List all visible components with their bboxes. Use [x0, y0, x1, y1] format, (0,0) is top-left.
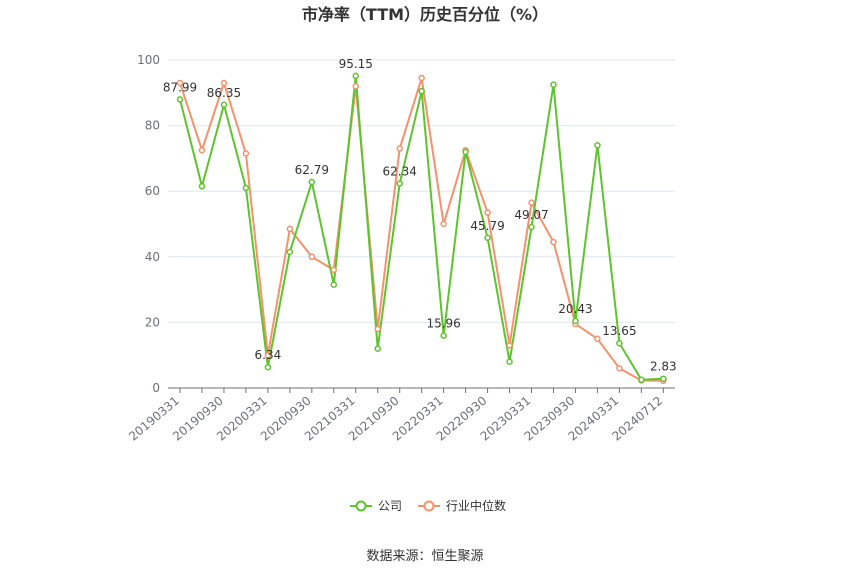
legend-marker-icon	[355, 500, 367, 512]
data-point	[572, 317, 579, 325]
data-point	[418, 74, 425, 82]
data-point	[638, 376, 645, 384]
data-point	[418, 87, 425, 95]
data-label: 15.96	[426, 317, 460, 331]
data-point	[616, 339, 623, 347]
data-point	[660, 375, 667, 382]
data-point	[594, 335, 601, 343]
series-line	[179, 77, 664, 382]
data-label: 62.34	[383, 165, 417, 179]
y-tick-label: 100	[137, 53, 160, 67]
data-point	[330, 281, 338, 288]
data-point	[198, 183, 206, 190]
data-labels: 87.99 86.35 6.34 62.79 95.15 62.34 15.96 45.79 4…	[163, 57, 677, 374]
data-label: 6.34	[255, 348, 282, 362]
data-point	[176, 79, 184, 87]
data-point	[506, 342, 513, 349]
series-lines	[179, 75, 664, 382]
data-point	[506, 358, 513, 366]
legend-label: 行业中位数	[446, 498, 506, 513]
data-point	[440, 332, 447, 339]
data-point	[352, 82, 360, 90]
data-point	[264, 363, 272, 371]
data-point	[330, 266, 338, 274]
legend-marker-icon	[423, 500, 435, 512]
data-label: 20.43	[558, 302, 592, 316]
data-point	[550, 81, 557, 88]
source-note: 数据来源：恒生聚源	[366, 549, 483, 564]
data-label: 49.07	[514, 208, 548, 222]
data-point	[242, 184, 250, 192]
data-point	[462, 148, 469, 156]
data-point	[220, 101, 228, 109]
data-point	[396, 180, 403, 187]
y-tick-label: 60	[145, 184, 160, 198]
legend-label: 公司	[378, 499, 402, 513]
data-point	[308, 178, 316, 186]
data-label: 86.35	[207, 86, 241, 100]
legend-item[interactable]: 行业中位数	[418, 498, 506, 513]
chart-title: 市净率（TTM）历史百分位（%）	[302, 5, 548, 24]
x-axis: 2019033120190930202003312020093020210331…	[126, 387, 675, 444]
y-tick-label: 0	[152, 381, 160, 395]
data-label: 13.65	[602, 324, 636, 338]
data-point	[594, 142, 601, 149]
legend-item[interactable]: 公司	[350, 499, 402, 513]
data-point	[308, 253, 316, 261]
data-point	[484, 234, 491, 242]
y-tick-label: 20	[145, 315, 160, 329]
data-point	[352, 72, 360, 80]
data-point	[286, 225, 294, 233]
series-points	[176, 72, 667, 385]
data-point	[242, 150, 250, 157]
data-point	[528, 223, 535, 231]
data-point	[440, 220, 447, 228]
data-point	[176, 96, 184, 103]
data-label: 2.83	[650, 360, 677, 374]
data-point	[374, 325, 381, 333]
data-label: 95.15	[339, 57, 373, 71]
data-point	[220, 79, 228, 87]
data-point	[286, 248, 294, 256]
data-point	[374, 345, 381, 352]
y-axis: 0 20 40 60 80 100	[137, 53, 160, 395]
data-point	[528, 199, 535, 206]
data-point	[396, 145, 403, 152]
data-label: 87.99	[163, 80, 197, 94]
data-label: 62.79	[295, 163, 329, 177]
y-tick-label: 40	[145, 250, 160, 264]
y-tick-label: 80	[145, 119, 160, 133]
data-label: 45.79	[470, 219, 504, 233]
data-point	[616, 365, 623, 372]
data-point	[264, 351, 272, 359]
data-point	[198, 146, 206, 154]
legend[interactable]: 公司 行业中位数	[350, 498, 506, 513]
data-point	[550, 238, 557, 246]
data-point	[484, 209, 491, 216]
